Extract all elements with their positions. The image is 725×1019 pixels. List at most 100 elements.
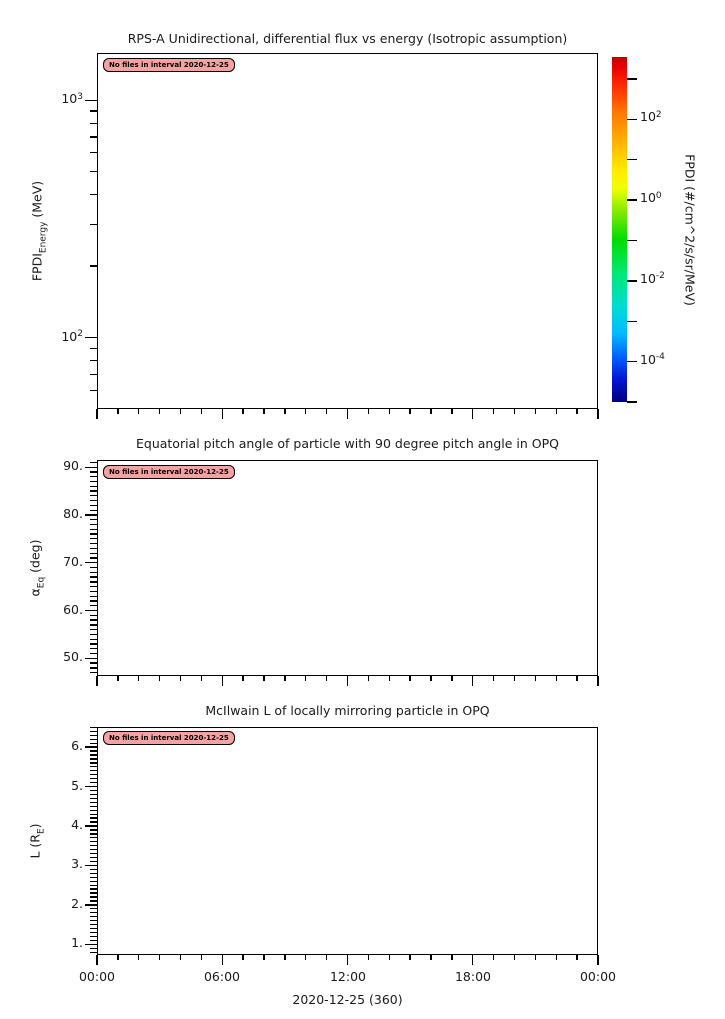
x-major-tick [346,955,349,965]
y-minor-tick [90,884,97,886]
y-minor-tick [90,110,97,112]
tick-label-base: 10 [640,351,656,367]
x-minor-tick [576,955,578,960]
tick-label-exponent: 0 [655,190,662,201]
x-minor-tick [200,676,203,681]
y-minor-tick [90,480,97,483]
y-axis-label-main: α [27,588,43,597]
y-minor-tick [90,557,97,559]
y-minor-tick [90,793,97,796]
x-minor-tick [158,409,161,414]
y-minor-tick [90,523,97,526]
x-major-tick [597,409,599,419]
x-axis-title: 2020-12-25 (360) [292,992,403,1007]
x-minor-tick [513,955,516,960]
y-minor-tick [90,122,97,124]
x-minor-tick [576,676,578,681]
y-minor-tick [90,624,97,626]
y-minor-tick [90,538,97,540]
tick-label-base: 10 [61,91,78,107]
y-minor-tick [90,951,97,953]
x-minor-tick [200,955,203,960]
x-tick-label: 18:00 [454,969,492,984]
y-minor-tick [90,880,97,882]
y-minor-tick [90,888,97,890]
y-minor-tick [90,939,97,942]
y-minor-tick [90,789,97,792]
tick-label-exponent: 2 [655,109,662,120]
x-minor-tick [263,409,265,414]
no-files-annotation-mcilwain-l: No files in interval 2020-12-25 [103,731,235,745]
y-major-tick [85,609,97,612]
x-minor-tick [263,955,265,960]
x-minor-tick [242,409,244,414]
x-minor-tick [451,955,453,960]
tick-label-exponent: 2 [77,329,83,340]
y-minor-tick [90,860,97,863]
y-minor-tick [90,576,97,578]
x-minor-tick [117,955,119,960]
x-major-tick [472,955,474,965]
tick-label-exponent: -2 [655,271,665,282]
y-minor-tick [90,766,97,768]
x-minor-tick [492,409,495,414]
colorbar-tick [627,401,637,403]
x-minor-tick [305,955,307,960]
colorbar-tick [627,320,637,322]
y-minor-tick [90,908,97,910]
y-major-tick [85,825,97,827]
x-minor-tick [179,955,182,960]
y-minor-tick [90,845,97,847]
y-minor-tick [90,485,97,487]
y-major-tick [85,746,97,748]
x-minor-tick [117,409,119,414]
y-minor-tick [90,774,97,776]
y-tick-label: 4. [71,817,83,832]
y-minor-tick [90,633,97,636]
x-minor-tick [388,676,390,681]
y-major-tick [85,864,97,867]
y-minor-tick [90,912,97,914]
colorbar-tick-label: 100 [640,191,662,207]
y-minor-tick [90,359,97,362]
y-minor-tick [90,223,97,225]
y-minor-tick [90,809,97,811]
y-tick-label: 60. [63,601,83,617]
y-minor-tick [90,754,97,756]
y-minor-tick [90,571,97,573]
y-minor-tick [90,471,97,473]
y-minor-tick [90,590,97,593]
y-tick-label: 6. [71,738,83,754]
y-major-tick [85,943,97,945]
y-minor-tick [90,347,97,350]
y-minor-tick [90,652,97,655]
y-minor-tick [90,770,97,772]
y-minor-tick [90,265,97,267]
y-minor-tick [90,852,97,855]
colorbar-tick [627,360,637,363]
y-minor-tick [90,585,97,588]
y-tick-label: 103 [0,92,83,108]
no-files-annotation-flux: No files in interval 2020-12-25 [103,58,235,72]
y-minor-tick [90,872,97,874]
y-minor-tick [90,805,97,807]
x-minor-tick [284,676,286,681]
x-minor-tick [451,676,453,681]
x-major-tick [221,676,223,686]
colorbar-tick-label: 10-4 [640,351,665,369]
y-minor-tick [90,849,97,851]
x-minor-tick [430,409,432,414]
y-minor-tick [90,595,97,597]
tick-label-exponent: 3 [77,91,83,102]
y-minor-tick [90,389,97,391]
y-minor-tick [90,643,97,645]
y-minor-tick [90,856,97,859]
x-minor-tick [555,409,557,414]
y-minor-tick [90,837,97,839]
y-minor-tick [90,801,97,803]
y-minor-tick [90,730,97,732]
x-major-tick [346,676,349,686]
x-minor-tick [409,955,411,960]
x-minor-tick [534,955,537,960]
y-minor-tick [90,900,97,902]
